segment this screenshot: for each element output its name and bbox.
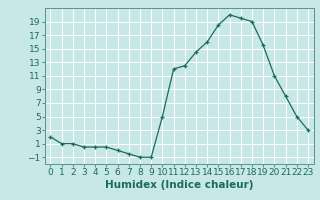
X-axis label: Humidex (Indice chaleur): Humidex (Indice chaleur) <box>105 180 253 190</box>
